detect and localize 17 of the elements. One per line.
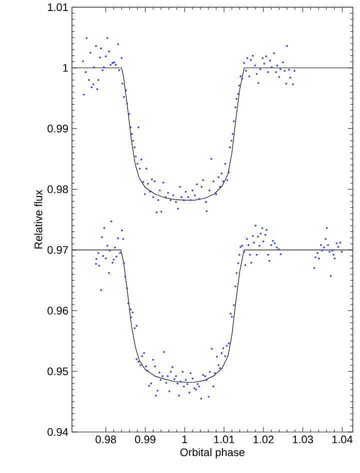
y-tick-label: 0.96: [48, 306, 68, 315]
x-tick-label: 1.04: [332, 436, 353, 444]
y-tick-label: 0.98: [48, 185, 68, 194]
y-tick-label: 0.94: [48, 428, 68, 436]
x-tick-label: 1: [182, 436, 188, 444]
x-tick-label: 0.99: [135, 436, 156, 444]
y-tick-label: 1.01: [48, 3, 68, 12]
y-axis-title: Relative flux: [34, 190, 42, 249]
y-tick-label: 0.95: [48, 367, 68, 376]
x-tick-label: 0.98: [96, 436, 116, 444]
y-tick-label: 0.99: [48, 124, 68, 132]
x-tick-label: 1.03: [293, 436, 314, 444]
x-tick-label: 1.01: [214, 436, 234, 444]
y-tick-label: 0.97: [48, 246, 68, 254]
x-axis-title: Orbital phase: [180, 448, 245, 458]
x-tick-label: 1.02: [254, 436, 274, 444]
y-tick-label: 1: [63, 64, 68, 72]
